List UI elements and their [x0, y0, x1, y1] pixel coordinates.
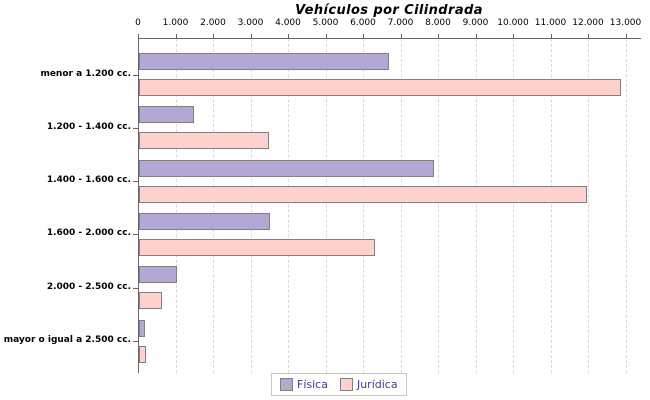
gridline: [250, 39, 252, 373]
x-tick-label: 6.000: [350, 18, 376, 28]
category-tick: [133, 74, 138, 76]
fisica-bar: [139, 53, 389, 70]
category-label: 1.600 - 2.000 cc.: [46, 228, 131, 239]
gridline: [550, 39, 552, 373]
x-tick-label: 2.000: [200, 18, 226, 28]
fisica-bar: [139, 266, 177, 284]
x-tick: [363, 34, 364, 38]
juridica-bar: [139, 79, 621, 96]
x-tick: [175, 34, 177, 38]
juridica-bar: [139, 292, 162, 310]
category-label: 1.200 - 1.400 cc.: [46, 121, 131, 132]
legend: Física Jurídica: [271, 373, 407, 396]
x-tick-label: 7.000: [387, 18, 414, 28]
juridica-bar: [139, 238, 375, 256]
juridica-bar: [139, 132, 269, 150]
gridline: [213, 39, 214, 373]
fisica-bar: [139, 319, 145, 337]
x-tick-label: 4.000: [275, 18, 301, 28]
x-tick-label: 1.000: [162, 18, 189, 28]
legend-label-fisica: Física: [297, 378, 328, 391]
gridline: [588, 39, 589, 373]
juridica-bar: [139, 185, 587, 203]
category-label: menor a 1.200 cc.: [40, 68, 131, 79]
gridline: [438, 39, 439, 373]
x-tick: [250, 34, 252, 38]
x-tick-label: 8.000: [425, 18, 451, 28]
fisica-bar: [139, 106, 194, 124]
x-tick: [213, 34, 214, 38]
x-tick-label: 13.000: [609, 18, 642, 28]
gridline: [288, 39, 289, 373]
x-tick-label: 5.000: [312, 18, 339, 28]
legend-item-fisica: Física: [280, 378, 328, 391]
x-tick-label: 12.000: [572, 18, 604, 28]
gridline: [175, 39, 177, 373]
category-tick: [133, 234, 138, 236]
gridline: [400, 39, 402, 373]
category-tick: [133, 181, 138, 183]
gridline: [325, 39, 327, 373]
juridica-bar: [139, 345, 146, 363]
gridline: [363, 39, 364, 373]
x-tick: [550, 34, 552, 38]
x-tick: [588, 34, 589, 38]
legend-item-juridica: Jurídica: [339, 378, 398, 391]
category-label: mayor o igual a 2.500 cc.: [3, 335, 131, 345]
x-tick: [513, 34, 514, 38]
x-tick-label: 11.000: [534, 18, 567, 28]
gridline: [475, 39, 477, 373]
fisica-swatch-icon: [280, 378, 293, 391]
x-tick: [625, 34, 627, 38]
x-tick-label: 0: [135, 18, 141, 28]
gridline: [625, 39, 627, 373]
category-label: 2.000 - 2.500 cc.: [46, 281, 131, 292]
chart-title: Vehículos por Cilindrada: [295, 3, 483, 18]
fisica-bar: [139, 212, 270, 230]
x-tick-label: 9.000: [462, 18, 489, 28]
legend-label-juridica: Jurídica: [356, 378, 398, 391]
category-label: 1.400 - 1.600 cc.: [46, 175, 131, 186]
x-tick: [138, 34, 139, 38]
x-tick: [288, 34, 289, 38]
y-axis-line: [138, 38, 139, 373]
x-tick: [475, 34, 477, 38]
fisica-bar: [139, 159, 434, 177]
category-tick: [133, 287, 138, 289]
gridline: [513, 39, 514, 373]
x-tick-label: 3.000: [237, 18, 264, 28]
x-axis-line: [138, 38, 641, 39]
x-tick: [438, 34, 439, 38]
category-tick: [133, 341, 138, 342]
x-tick-label: 10.000: [497, 18, 529, 28]
category-tick: [133, 127, 138, 129]
x-tick: [400, 34, 402, 38]
x-tick: [325, 34, 327, 38]
juridica-swatch-icon: [339, 378, 353, 391]
